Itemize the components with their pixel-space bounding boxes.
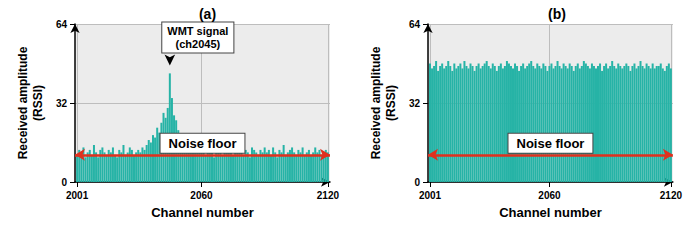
svg-text:Noise floor: Noise floor [516,136,584,151]
svg-text:64: 64 [56,19,68,30]
svg-text:32: 32 [409,98,421,109]
svg-text:2060: 2060 [190,190,213,201]
svg-text:Channel number: Channel number [151,205,254,220]
svg-text:2060: 2060 [538,190,561,201]
svg-text:(ch2045): (ch2045) [176,38,221,50]
svg-text:2120: 2120 [660,190,683,201]
svg-text:Channel number: Channel number [499,205,602,220]
svg-text:2120: 2120 [317,190,340,201]
svg-text:(b): (b) [548,6,566,22]
svg-text:2001: 2001 [66,190,89,201]
svg-text:(RSSI): (RSSI) [31,85,45,121]
svg-text:2001: 2001 [419,190,442,201]
svg-text:(RSSI): (RSSI) [384,85,398,121]
svg-text:Noise floor: Noise floor [169,136,237,151]
svg-text:64: 64 [409,19,421,30]
svg-text:Received amplitude: Received amplitude [16,46,30,159]
svg-text:(a): (a) [199,6,216,22]
svg-text:Received amplitude: Received amplitude [369,46,383,159]
svg-text:WMT signal: WMT signal [167,25,228,37]
svg-text:0: 0 [61,177,67,188]
svg-text:0: 0 [414,177,420,188]
svg-text:32: 32 [56,98,68,109]
